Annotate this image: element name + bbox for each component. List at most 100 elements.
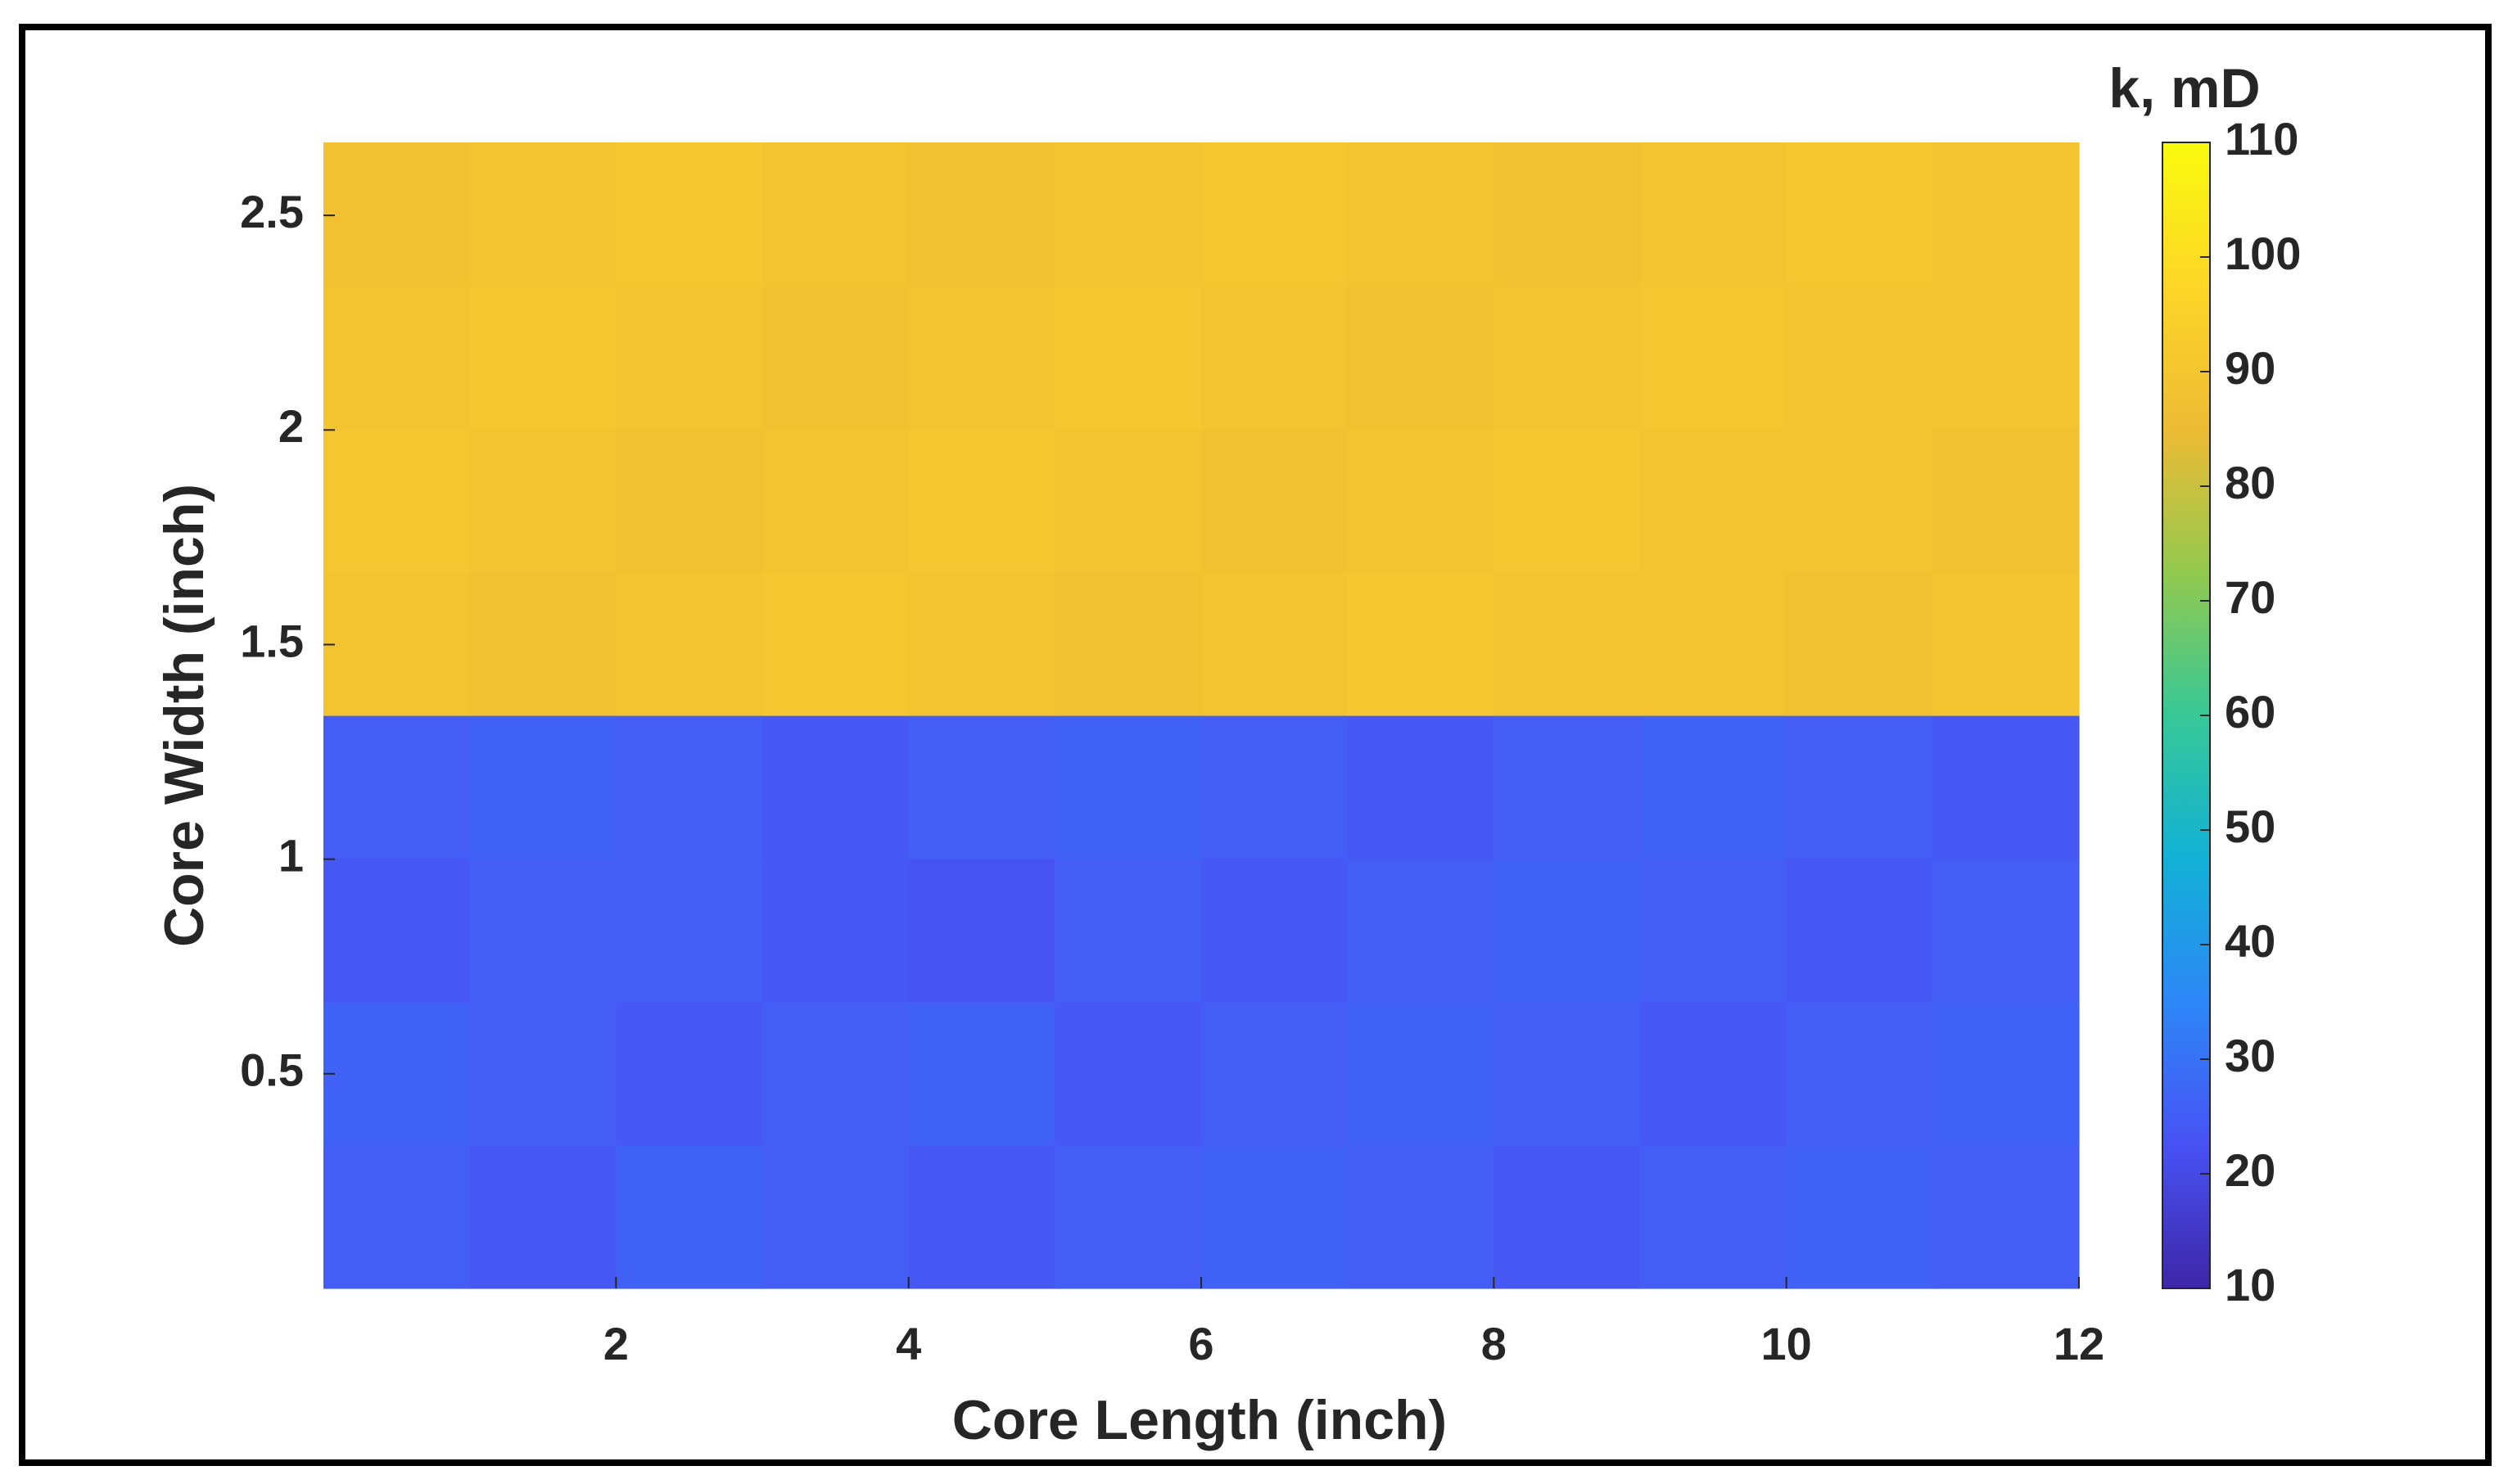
heatmap-cell xyxy=(1932,429,2080,573)
heatmap-cell xyxy=(1640,286,1787,430)
heatmap-cell xyxy=(616,429,763,573)
heatmap-cell xyxy=(908,142,1055,286)
heatmap-cell xyxy=(762,142,910,286)
heatmap-cell xyxy=(1347,572,1494,716)
heatmap-cell xyxy=(616,286,763,430)
heatmap-cell xyxy=(908,859,1055,1003)
heatmap-cell xyxy=(1201,429,1349,573)
heatmap-cell xyxy=(323,286,471,430)
heatmap-cell xyxy=(1055,859,1202,1003)
heatmap-cell xyxy=(908,715,1055,859)
heatmap-cell xyxy=(469,1145,617,1289)
x-tick-label: 2 xyxy=(603,1318,629,1369)
x-tick-label: 6 xyxy=(1188,1318,1213,1369)
heatmap-cell xyxy=(1494,859,1641,1003)
heatmap-cell xyxy=(469,859,617,1003)
heatmap-cell xyxy=(1786,286,1933,430)
heatmap-cell xyxy=(908,1002,1055,1146)
colorbar-tick-label: 70 xyxy=(2225,571,2275,623)
heatmap-cell xyxy=(1786,859,1933,1003)
heatmap-cell xyxy=(1786,429,1933,573)
colorbar-tick-label: 10 xyxy=(2225,1259,2275,1310)
x-tick-label: 12 xyxy=(2054,1318,2104,1369)
heatmap-cell xyxy=(323,715,471,859)
heatmap-cell xyxy=(1055,1145,1202,1289)
heatmap-cell xyxy=(1932,286,2080,430)
x-axis-label: Core Length (inch) xyxy=(952,1389,1447,1451)
heatmap-cell xyxy=(762,286,910,430)
x-tick-label: 4 xyxy=(896,1318,921,1369)
heatmap-cell xyxy=(1055,142,1202,286)
heatmap-cell xyxy=(1640,572,1787,716)
y-tick-label: 2 xyxy=(278,400,304,452)
heatmap-cell xyxy=(1494,1145,1641,1289)
heatmap-cell xyxy=(1932,1145,2080,1289)
heatmap-cell xyxy=(1494,429,1641,573)
heatmap-cell xyxy=(1347,429,1494,573)
heatmap-cell xyxy=(1640,1145,1787,1289)
heatmap-cell xyxy=(616,142,763,286)
heatmap-cell xyxy=(1640,715,1787,859)
heatmap-cell xyxy=(616,715,763,859)
heatmap-cell xyxy=(469,572,617,716)
heatmap-cell xyxy=(1932,1002,2080,1146)
heatmap-cell xyxy=(1932,142,2080,286)
heatmap-cell xyxy=(1201,859,1349,1003)
heatmap-cell xyxy=(469,715,617,859)
colorbar-tick-label: 100 xyxy=(2225,228,2301,279)
heatmap-cell xyxy=(1786,715,1933,859)
colorbar-tick-label: 90 xyxy=(2225,342,2275,394)
heatmap-cell xyxy=(1786,1002,1933,1146)
heatmap-cell xyxy=(1055,286,1202,430)
heatmap-cell xyxy=(762,859,910,1003)
heatmap-cell xyxy=(1347,142,1494,286)
heatmap-cell xyxy=(1201,572,1349,716)
heatmap-cell xyxy=(1055,429,1202,573)
colorbar-tick-label: 20 xyxy=(2225,1144,2275,1196)
heatmap-cell xyxy=(469,286,617,430)
heatmap-cell xyxy=(1786,142,1933,286)
heatmap-cell xyxy=(1640,1002,1787,1146)
heatmap-cell xyxy=(1786,1145,1933,1289)
heatmap-cell xyxy=(1201,1145,1349,1289)
heatmap-cell xyxy=(1494,142,1641,286)
heatmap-cell xyxy=(1640,859,1787,1003)
heatmap-cell xyxy=(323,859,471,1003)
heatmap-cell xyxy=(1494,1002,1641,1146)
heatmap-cell xyxy=(908,1145,1055,1289)
heatmap-cell xyxy=(1347,1145,1494,1289)
colorbar-tick-label: 110 xyxy=(2225,113,2298,165)
heatmap-cell xyxy=(1201,715,1349,859)
heatmap-cell xyxy=(1201,1002,1349,1146)
heatmap-cell xyxy=(1347,286,1494,430)
heatmap-cell xyxy=(1055,1002,1202,1146)
heatmap xyxy=(323,142,2080,1289)
heatmap-cell xyxy=(1494,715,1641,859)
heatmap-cell xyxy=(323,572,471,716)
heatmap-cell xyxy=(1055,715,1202,859)
heatmap-cell xyxy=(1494,286,1641,430)
heatmap-cell xyxy=(616,572,763,716)
heatmap-cell xyxy=(1347,715,1494,859)
heatmap-cell xyxy=(616,1002,763,1146)
heatmap-cell xyxy=(762,429,910,573)
y-tick-label: 0.5 xyxy=(240,1044,304,1096)
heatmap-cell xyxy=(908,286,1055,430)
heatmap-cell xyxy=(1786,572,1933,716)
heatmap-cell xyxy=(762,572,910,716)
heatmap-cell xyxy=(908,572,1055,716)
colorbar-tick-label: 50 xyxy=(2225,801,2275,852)
heatmap-cell xyxy=(1055,572,1202,716)
heatmap-cell xyxy=(908,429,1055,573)
heatmap-cell xyxy=(323,142,471,286)
heatmap-cell xyxy=(1932,572,2080,716)
colorbar-title: k, mD xyxy=(2108,57,2260,120)
colorbar-tick-label: 80 xyxy=(2225,457,2275,508)
heatmap-cell xyxy=(469,429,617,573)
y-tick-label: 1 xyxy=(278,829,304,881)
heatmap-cell xyxy=(1640,429,1787,573)
heatmap-cell xyxy=(1494,572,1641,716)
heatmap-cell xyxy=(1932,859,2080,1003)
y-tick-label: 1.5 xyxy=(240,615,304,666)
